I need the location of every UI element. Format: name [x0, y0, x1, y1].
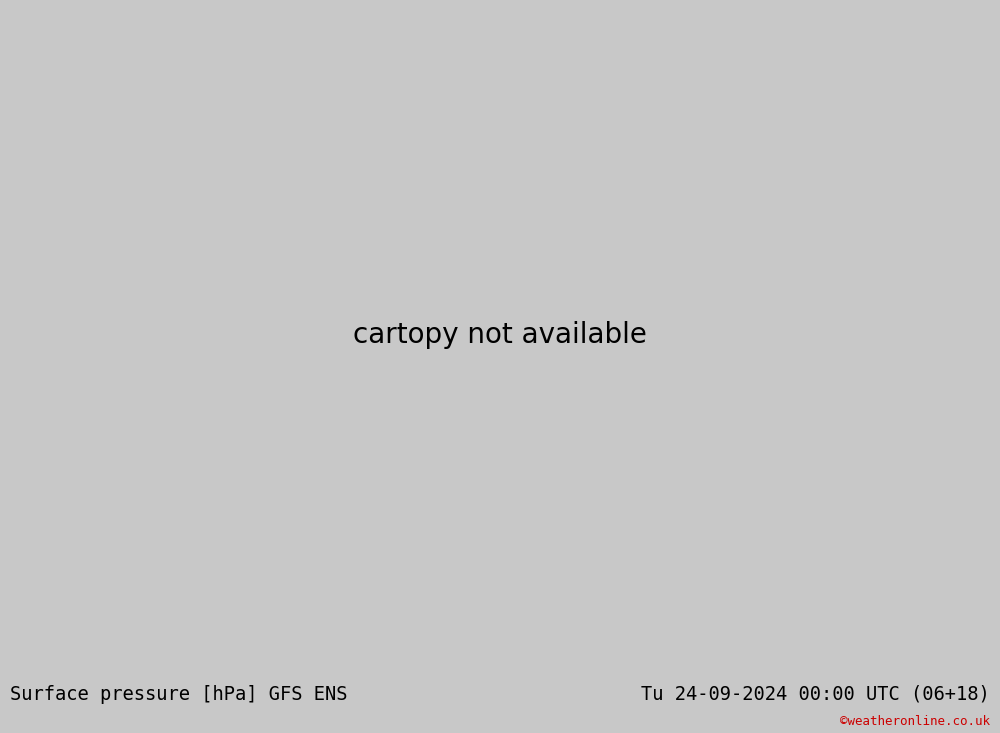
Text: Surface pressure [hPa] GFS ENS: Surface pressure [hPa] GFS ENS: [10, 685, 348, 704]
Text: Tu 24-09-2024 00:00 UTC (06+18): Tu 24-09-2024 00:00 UTC (06+18): [641, 685, 990, 704]
Text: cartopy not available: cartopy not available: [353, 321, 647, 350]
Text: ©weatheronline.co.uk: ©weatheronline.co.uk: [840, 715, 990, 728]
